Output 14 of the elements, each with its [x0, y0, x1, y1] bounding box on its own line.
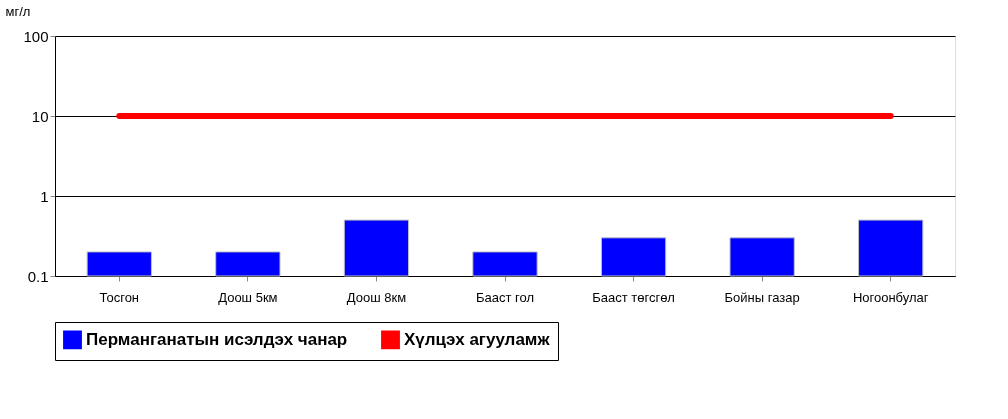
y-tick-label: 10 — [31, 107, 49, 125]
y-tick-label: 0.1 — [27, 267, 49, 285]
x-tick-label: Ногоонбулаг — [852, 289, 929, 305]
x-tick-label: Тосгон — [99, 289, 140, 305]
legend-label: Хүлцэх агууламж — [404, 329, 551, 349]
x-tick-label: Доош 5км — [218, 289, 278, 305]
legend-label: Перманганатын исэлдэх чанар — [86, 329, 348, 349]
x-tick-label: Бааст гол — [475, 289, 535, 305]
y-axis-title: мг/л — [5, 3, 31, 19]
x-tick-label: Доош 8км — [346, 289, 407, 305]
x-tick-label: Бойны газар — [724, 289, 800, 305]
y-tick-label: 1 — [40, 187, 49, 205]
y-tick-label: 100 — [23, 27, 49, 45]
x-tick-label: Бааст төгсгөл — [592, 289, 675, 305]
